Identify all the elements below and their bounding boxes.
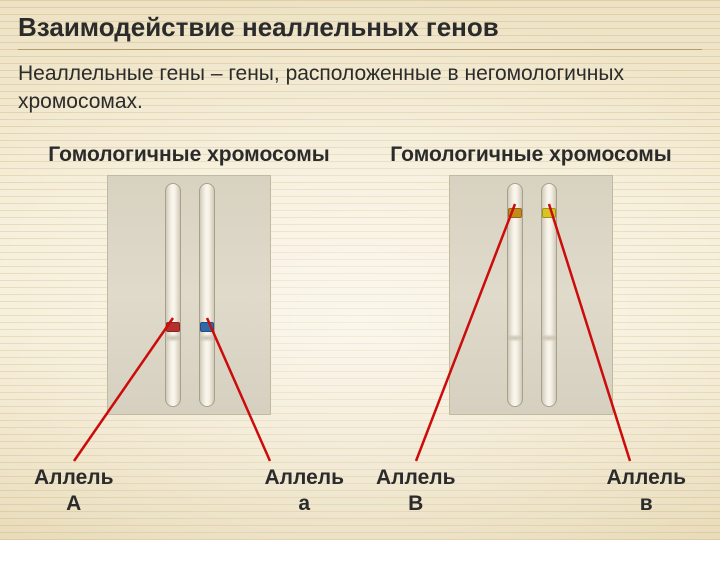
allele-band-B xyxy=(508,208,522,218)
allele-label-B: Аллель В xyxy=(376,465,456,518)
allele-label-line1: Аллель xyxy=(607,466,687,489)
centromere-icon xyxy=(539,334,559,342)
slide-title: Взаимодействие неаллельных генов xyxy=(18,12,702,43)
allele-label-line1: Аллель xyxy=(376,466,456,489)
allele-label-line1: Аллель xyxy=(34,466,114,489)
allele-label-line2: в xyxy=(640,492,653,515)
panel-heading-right: Гомологичные хромосомы xyxy=(360,143,702,167)
panel-heading-left: Гомологичные хромосомы xyxy=(18,143,360,167)
chromosome-pair-left xyxy=(107,175,271,415)
allele-band-b xyxy=(542,208,556,218)
allele-label-a: Аллель а xyxy=(265,465,345,518)
allele-label-line2: В xyxy=(408,492,423,515)
chromosome-photo-bg-right xyxy=(449,175,613,415)
chromosome-photo-bg-left xyxy=(107,175,271,415)
allele-labels-right: Аллель В Аллель в xyxy=(360,465,702,518)
chromatid-right-2 xyxy=(541,183,557,407)
allele-labels-left: Аллель А Аллель а xyxy=(18,465,360,518)
centromere-icon xyxy=(505,334,525,342)
chromatid-left-1 xyxy=(165,183,181,407)
chromatid-right-1 xyxy=(507,183,523,407)
allele-band-a xyxy=(200,322,214,332)
allele-band-A xyxy=(166,322,180,332)
allele-label-b: Аллель в xyxy=(607,465,687,518)
centromere-icon xyxy=(163,334,183,342)
chromosome-panel-left: Гомологичные хромосомы Аллель xyxy=(18,143,360,518)
allele-label-line1: Аллель xyxy=(265,466,345,489)
chromosome-pair-right xyxy=(449,175,613,415)
chromatid-left-2 xyxy=(199,183,215,407)
allele-label-line2: а xyxy=(298,492,310,515)
title-divider xyxy=(18,49,702,50)
slide-subtitle: Неаллельные гены – гены, расположенные в… xyxy=(18,60,702,117)
chromosome-panel-right: Гомологичные хромосомы Аллель xyxy=(360,143,702,518)
allele-label-line2: А xyxy=(66,492,81,515)
slide-content: Взаимодействие неаллельных генов Неаллел… xyxy=(0,0,720,517)
allele-label-A: Аллель А xyxy=(34,465,114,518)
centromere-icon xyxy=(197,334,217,342)
diagram-row: Гомологичные хромосомы Аллель xyxy=(18,143,702,518)
